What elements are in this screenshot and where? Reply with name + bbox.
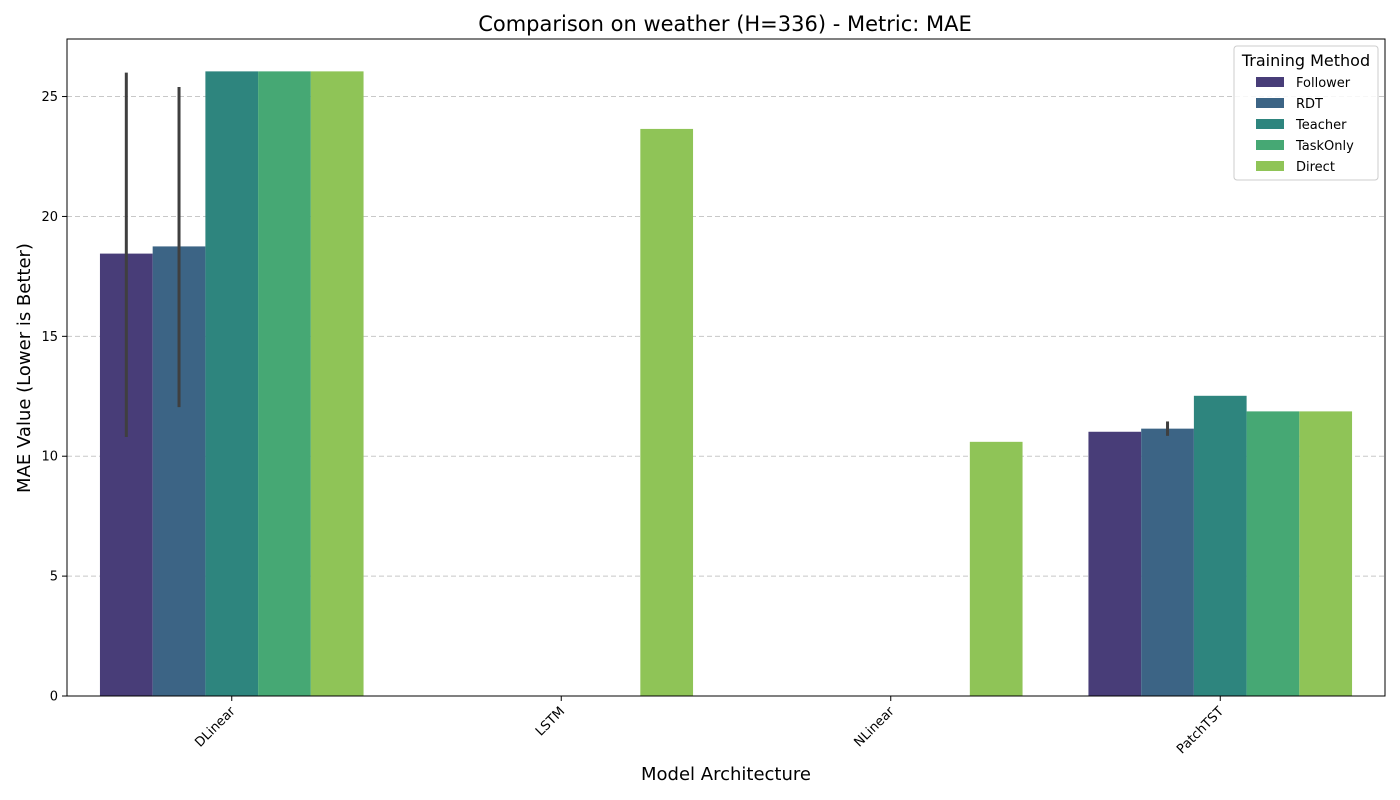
legend-label-teacher: Teacher	[1295, 118, 1347, 133]
legend-swatch-rdt	[1256, 98, 1284, 108]
x-tick-label: NLinear	[852, 704, 899, 751]
legend-title: Training Method	[1241, 51, 1370, 70]
bar-taskonly-dlinear	[258, 71, 311, 697]
legend-label-direct: Direct	[1296, 160, 1335, 175]
x-tick-label: LSTM	[533, 704, 568, 739]
x-tick-label: DLinear	[192, 704, 239, 751]
bar-direct-nlinear	[969, 441, 1023, 696]
bar-rdt-patchtst	[1141, 428, 1194, 696]
y-tick-label: 5	[50, 570, 58, 585]
y-tick-label: 15	[41, 330, 58, 345]
bars	[99, 71, 1353, 697]
x-axis: DLinear LSTM NLinear PatchTST	[192, 696, 1227, 757]
bar-direct-lstm	[640, 128, 694, 697]
legend-swatch-teacher	[1256, 119, 1284, 129]
error-bars	[124, 72, 1170, 438]
y-tick-label: 0	[50, 690, 58, 705]
legend: Training Method Follower RDT Teacher TaskOnl…	[1233, 45, 1379, 181]
legend-label-follower: Follower	[1296, 76, 1351, 91]
legend-label-rdt: RDT	[1296, 97, 1323, 112]
bar-direct-dlinear	[310, 71, 364, 697]
bar-follower-patchtst	[1088, 431, 1142, 696]
y-tick-label: 10	[41, 450, 58, 465]
bar-taskonly-patchtst	[1246, 411, 1300, 696]
y-tick-label: 25	[41, 90, 58, 105]
bar-teacher-patchtst	[1193, 395, 1247, 696]
legend-swatch-direct	[1256, 161, 1284, 171]
legend-label-taskonly: TaskOnly	[1295, 139, 1354, 154]
y-axis: 0 5 10 15 20 25	[41, 90, 67, 705]
y-axis-label: MAE Value (Lower is Better)	[14, 243, 35, 493]
bar-direct-patchtst	[1299, 411, 1353, 696]
plot-frame	[66, 38, 1386, 697]
legend-swatch-taskonly	[1256, 140, 1284, 150]
x-axis-label: Model Architecture	[641, 764, 811, 785]
chart-title: Comparison on weather (H=336) - Metric: …	[478, 12, 972, 36]
bar-teacher-dlinear	[205, 71, 259, 697]
x-tick-label: PatchTST	[1174, 704, 1227, 757]
y-tick-label: 20	[41, 210, 58, 225]
legend-swatch-follower	[1256, 77, 1284, 87]
